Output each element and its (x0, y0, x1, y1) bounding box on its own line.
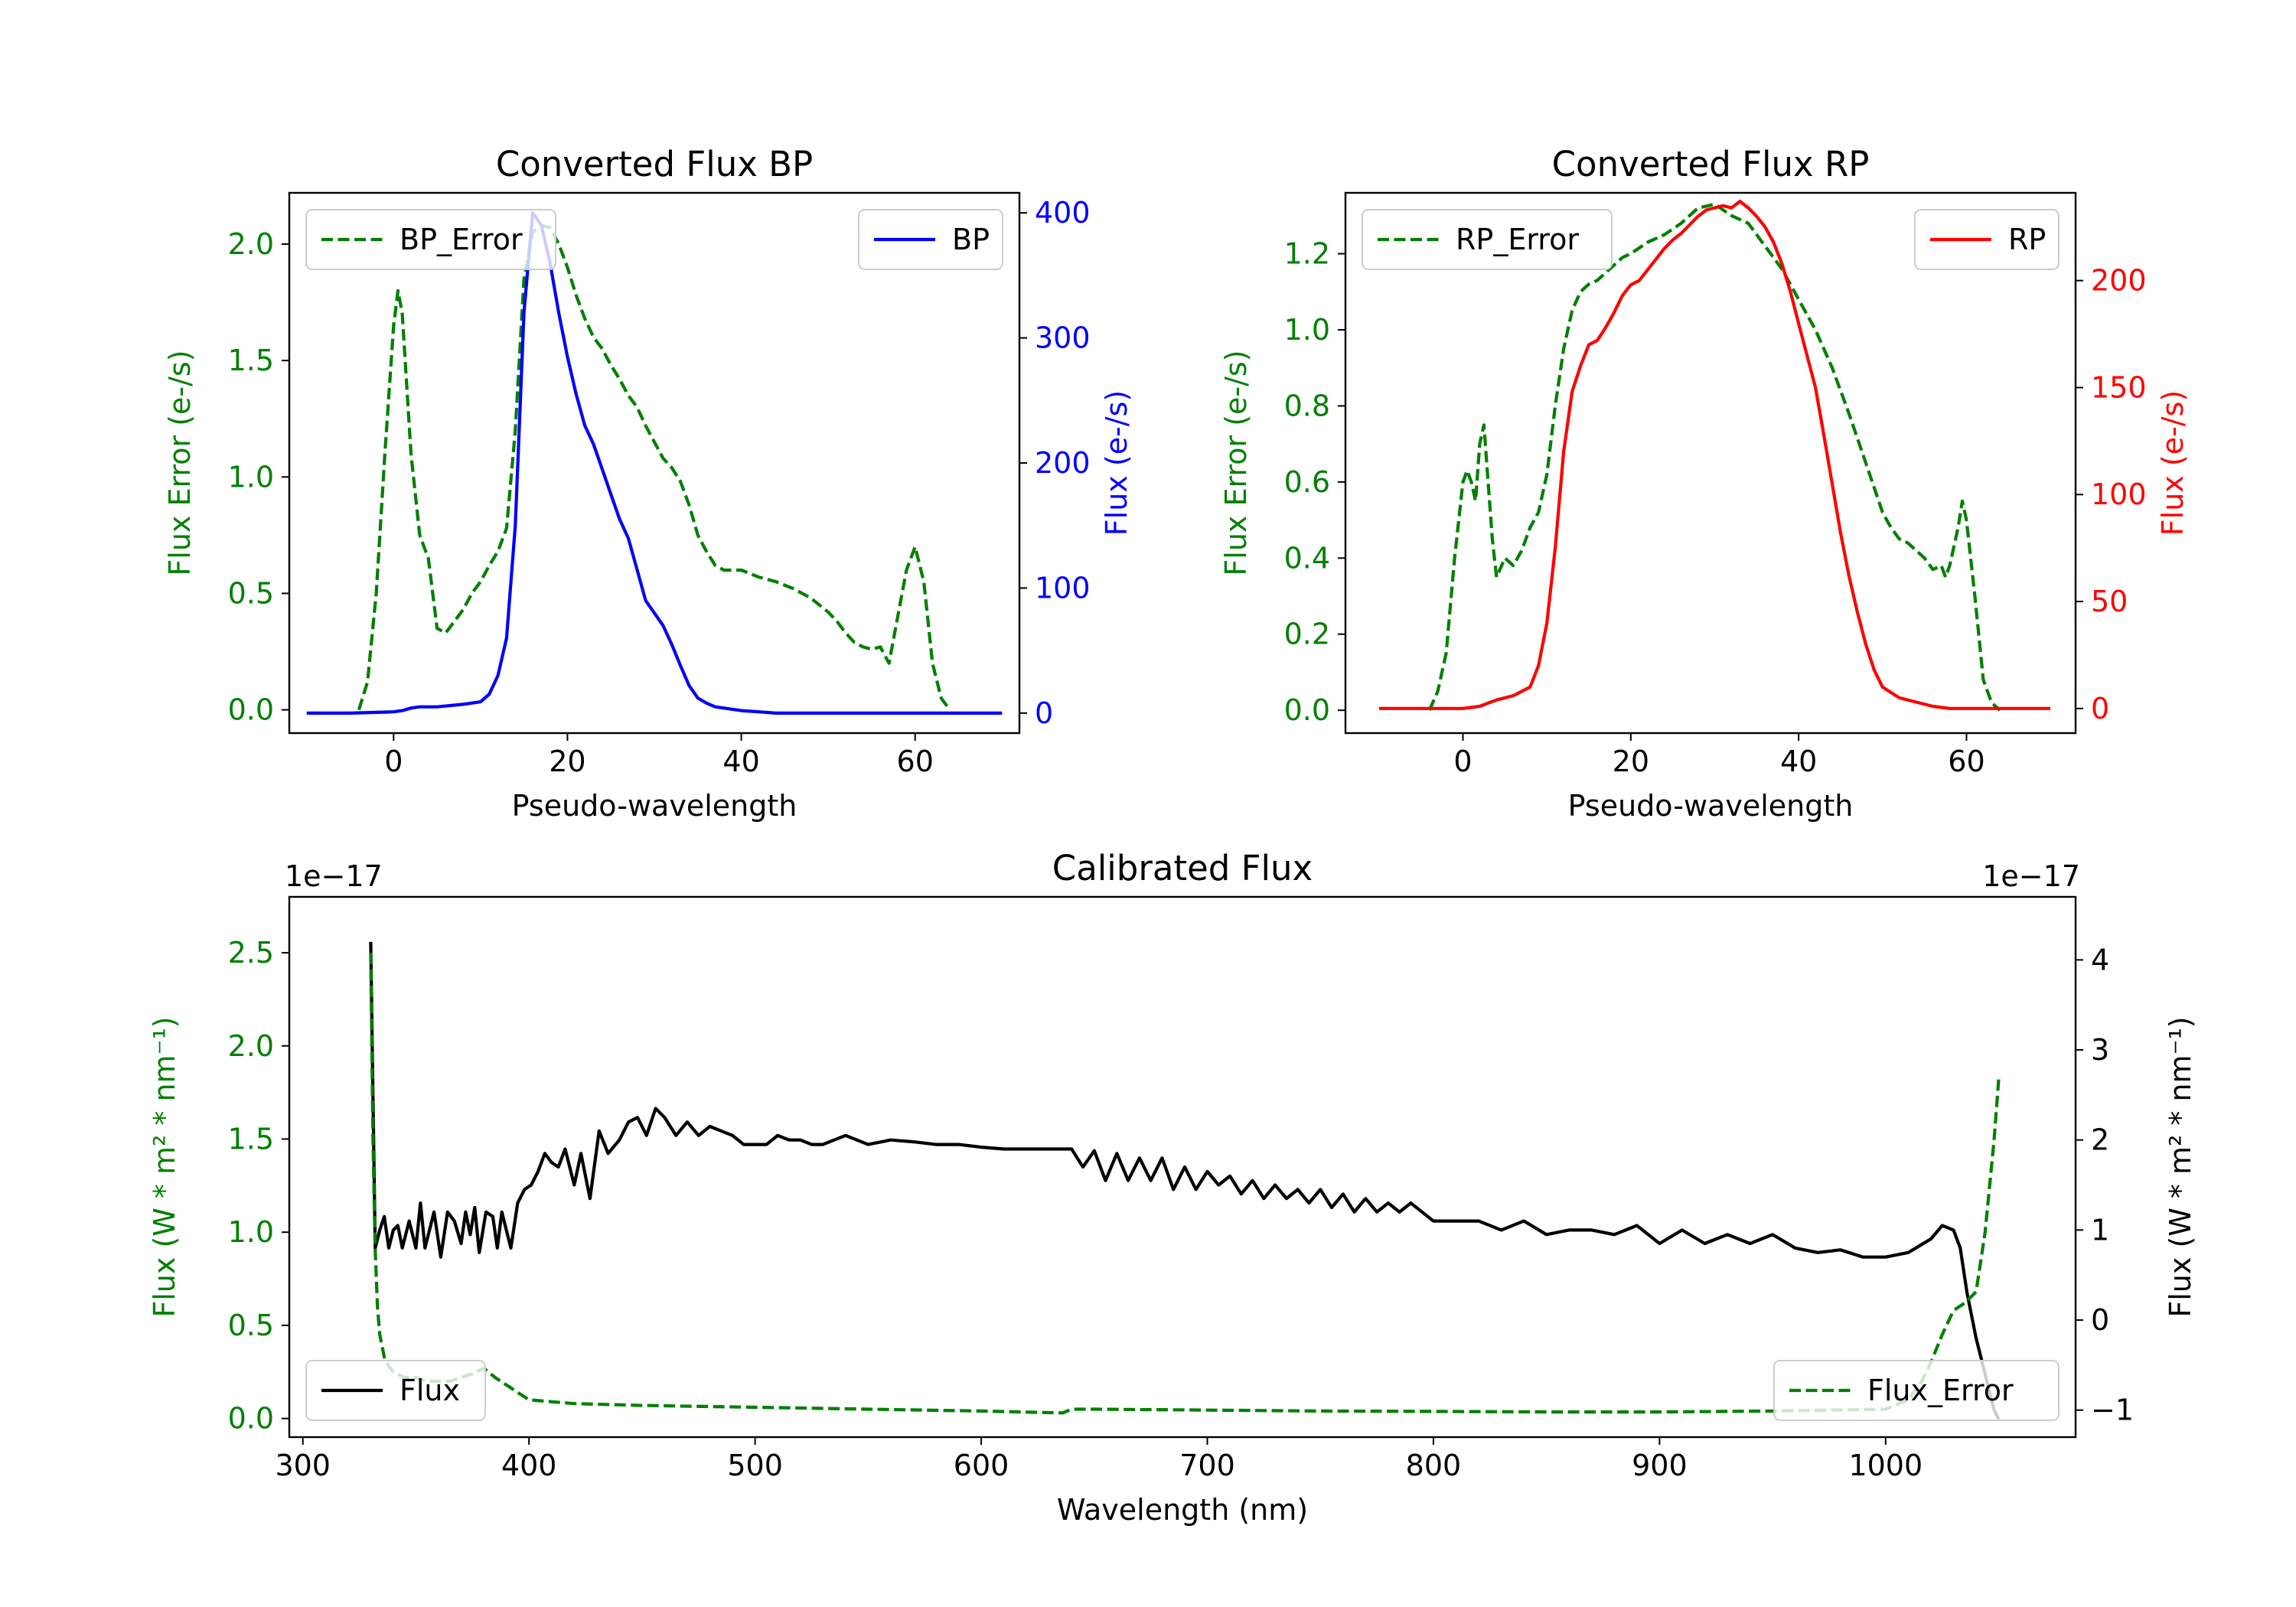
legend-bp-error: BP_Error (305, 209, 556, 270)
y-left-tick-label-rp-6: 1.2 (1284, 237, 1330, 271)
legend-box-rp-error (1362, 209, 1613, 270)
y-right-tick-label-rp-0: 0 (2091, 692, 2109, 725)
y-right-axis-label-cal: Flux (W * m² * nm⁻¹) (2164, 1016, 2197, 1317)
y-right-tick-label-rp-4: 200 (2091, 264, 2147, 298)
x-axis-label-rp: Pseudo-wavelength (1568, 789, 1854, 823)
x-tick-label-cal-2: 500 (727, 1449, 783, 1482)
x-axis-label-bp: Pseudo-wavelength (512, 789, 797, 823)
y-left-tick-label-cal-5: 2.5 (228, 936, 274, 970)
y-right-tick-label-bp-2: 200 (1035, 446, 1091, 480)
series-line-flux (369, 941, 2001, 1420)
y-right-axis-label-rp: Flux (e-/s) (2156, 390, 2190, 536)
y-right-axis-label-bp: Flux (e-/s) (1100, 390, 1133, 536)
y-right-tick-label-cal-1: 0 (2091, 1303, 2109, 1337)
legend-rp-error: RP_Error (1362, 209, 1613, 270)
x-tick-label-rp-2: 40 (1780, 745, 1817, 778)
x-tick-label-cal-0: 300 (275, 1449, 331, 1482)
y-right-offset-text-cal: 1e−17 (1982, 859, 2080, 893)
x-tick-label-bp-1: 20 (549, 745, 585, 778)
y-left-tick-label-cal-2: 1.0 (228, 1215, 274, 1249)
legend-label-flux-error: Flux_Error (1867, 1374, 2014, 1407)
chart-calibrated-flux: 300 400 500 600 700 800 900 1000 Wavelength (nm)… (148, 848, 2197, 1527)
y-left-tick-label-rp-4: 0.8 (1284, 389, 1330, 422)
x-tick-label-bp-0: 0 (384, 745, 403, 778)
rp-series-group (1378, 200, 2051, 712)
y-left-tick-label-cal-3: 1.5 (228, 1122, 274, 1156)
y-right-tick-label-bp-4: 400 (1035, 196, 1091, 230)
y-left-tick-label-rp-2: 0.4 (1284, 541, 1330, 575)
cal-axes-frame (288, 895, 2077, 1439)
x-tick-label-cal-5: 800 (1406, 1449, 1462, 1482)
legend-box-flux (305, 1360, 486, 1421)
y-left-axis-label-rp: Flux Error (e-/s) (1219, 350, 1253, 575)
x-tick-label-cal-1: 400 (501, 1449, 557, 1482)
legend-bp: BP (858, 209, 1003, 270)
legend-label-flux: Flux (400, 1374, 460, 1407)
x-tick-label-cal-6: 900 (1632, 1449, 1688, 1482)
y-left-tick-label-bp-4: 2.0 (228, 227, 274, 261)
y-right-tick-label-cal-3: 2 (2091, 1123, 2109, 1157)
y-left-tick-label-bp-2: 1.0 (228, 460, 274, 494)
y-right-tick-label-cal-2: 1 (2091, 1213, 2109, 1247)
y-right-tick-label-bp-3: 300 (1035, 321, 1091, 355)
x-tick-label-cal-3: 600 (954, 1449, 1009, 1482)
series-line-bp (306, 211, 1003, 715)
y-left-offset-text-cal: 1e−17 (285, 859, 383, 893)
x-tick-label-cal-4: 700 (1179, 1449, 1235, 1482)
y-left-tick-label-rp-0: 0.0 (1284, 693, 1330, 727)
legend-label-rp-error: RP_Error (1456, 223, 1579, 256)
series-line-rp (1378, 200, 2051, 710)
x-tick-label-cal-7: 1000 (1848, 1449, 1923, 1482)
y-left-tick-label-rp-5: 1.0 (1284, 313, 1330, 347)
chart-converted-flux-rp: 0 20 40 60 Pseudo-wavelength 0.0 0.2 0.4 0.6 0.8 1… (1219, 144, 2190, 823)
y-left-tick-label-cal-4: 2.0 (228, 1029, 274, 1063)
x-axis-label-cal: Wavelength (nm) (1057, 1493, 1308, 1527)
bp-series-group (306, 211, 1003, 715)
rp-axes-frame (1344, 191, 2077, 735)
y-left-axis-label-cal: Flux (W * m² * nm⁻¹) (148, 1016, 181, 1317)
chart-title-rp: Converted Flux RP (1552, 144, 1870, 184)
y-left-tick-label-rp-3: 0.6 (1284, 465, 1330, 499)
y-right-tick-label-cal-5: 4 (2091, 943, 2109, 976)
legend-label-rp: RP (2008, 223, 2046, 256)
chart-title-bp: Converted Flux BP (496, 144, 813, 184)
series-line-rp-error (1427, 202, 2001, 712)
legend-label-bp: BP (952, 223, 990, 256)
chart-title-cal: Calibrated Flux (1052, 848, 1313, 888)
y-right-tick-label-rp-2: 100 (2091, 478, 2147, 511)
y-right-tick-label-rp-1: 50 (2091, 585, 2128, 618)
x-tick-label-rp-3: 60 (1948, 745, 1985, 778)
legend-flux: Flux (305, 1360, 486, 1421)
legend-rp: RP (1914, 209, 2060, 270)
y-left-tick-label-rp-1: 0.2 (1284, 618, 1330, 651)
y-right-tick-label-bp-0: 0 (1035, 696, 1053, 730)
x-tick-label-rp-1: 20 (1613, 745, 1649, 778)
y-left-tick-label-bp-3: 1.5 (228, 344, 274, 377)
y-left-axis-label-bp: Flux Error (e-/s) (163, 350, 197, 575)
x-tick-label-bp-2: 40 (722, 745, 759, 778)
legend-box-flux-error (1773, 1360, 2060, 1421)
chart-converted-flux-bp: 0 20 40 60 Pseudo-wavelength 0.0 0.5 1.0 1.5 2.0 F… (163, 144, 1133, 823)
x-tick-label-bp-3: 60 (897, 745, 934, 778)
y-right-tick-label-cal-0: −1 (2091, 1393, 2134, 1427)
y-right-tick-label-cal-4: 3 (2091, 1033, 2109, 1067)
legend-flux-error: Flux_Error (1773, 1360, 2060, 1421)
y-left-tick-label-bp-0: 0.0 (228, 693, 274, 727)
legend-label-bp-error: BP_Error (400, 223, 523, 256)
y-left-tick-label-bp-1: 0.5 (228, 576, 274, 610)
y-left-tick-label-cal-0: 0.0 (228, 1402, 274, 1436)
y-right-tick-label-rp-3: 150 (2091, 370, 2147, 404)
y-left-tick-label-cal-1: 0.5 (228, 1309, 274, 1342)
x-tick-label-rp-0: 0 (1453, 745, 1472, 778)
y-right-tick-label-bp-1: 100 (1035, 571, 1091, 605)
legend-box-bp-error (305, 209, 556, 270)
